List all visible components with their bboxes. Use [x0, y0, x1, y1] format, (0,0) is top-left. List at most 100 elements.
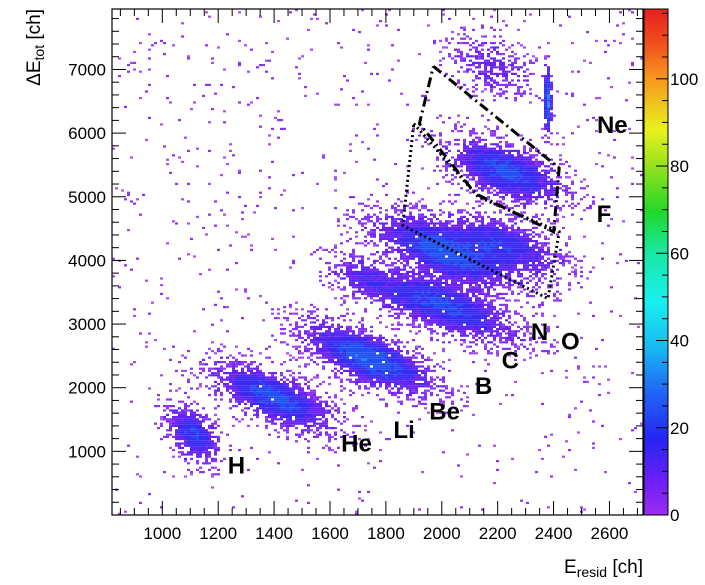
- heatmap-cell: [439, 262, 442, 265]
- heatmap-cell: [460, 251, 463, 254]
- heatmap-cell: [424, 237, 427, 240]
- heatmap-cell: [307, 356, 310, 359]
- heatmap-cell: [295, 383, 298, 386]
- heatmap-cell: [187, 222, 190, 225]
- heatmap-cell: [427, 259, 430, 262]
- heatmap-cell: [235, 369, 238, 372]
- heatmap-cell: [463, 273, 466, 276]
- heatmap-cell: [415, 369, 418, 372]
- heatmap-cell: [379, 233, 382, 236]
- heatmap-cell: [448, 17, 451, 20]
- heatmap-cell: [265, 385, 268, 388]
- heatmap-cell: [301, 394, 304, 397]
- heatmap-cell: [274, 376, 277, 379]
- heatmap-cell: [271, 77, 274, 80]
- heatmap-cell: [367, 231, 370, 234]
- heatmap-cell: [220, 380, 223, 383]
- heatmap-cell: [409, 385, 412, 388]
- heatmap-cell: [130, 200, 133, 203]
- heatmap-cell: [436, 312, 439, 315]
- heatmap-cell: [469, 64, 472, 67]
- heatmap-cell: [418, 213, 421, 216]
- heatmap-cell: [466, 169, 469, 172]
- heatmap-cell: [364, 339, 367, 342]
- heatmap-cell: [427, 229, 430, 232]
- heatmap-cell: [283, 396, 286, 399]
- heatmap-cell: [358, 270, 361, 273]
- heatmap-cell: [424, 242, 427, 245]
- heatmap-cell: [418, 200, 421, 203]
- heatmap-cell: [436, 332, 439, 335]
- heatmap-cell: [448, 55, 451, 58]
- heatmap-cell: [361, 446, 364, 449]
- heatmap-cell: [199, 466, 202, 469]
- heatmap-cell: [337, 369, 340, 372]
- heatmap-cell: [466, 55, 469, 58]
- heatmap-cell: [319, 400, 322, 403]
- heatmap-cell: [466, 145, 469, 148]
- heatmap-cell: [436, 182, 439, 185]
- heatmap-cell: [451, 275, 454, 278]
- heatmap-cell: [325, 330, 328, 333]
- heatmap-cell: [310, 303, 313, 306]
- heatmap-cell: [325, 427, 328, 430]
- heatmap-cell: [301, 171, 304, 174]
- heatmap-cell: [346, 347, 349, 350]
- heatmap-cell: [475, 185, 478, 188]
- heatmap-cell: [472, 222, 475, 225]
- heatmap-cell: [292, 174, 295, 177]
- heatmap-cell: [385, 235, 388, 238]
- heatmap-cell: [199, 438, 202, 441]
- heatmap-cell: [397, 218, 400, 221]
- heatmap-cell: [388, 365, 391, 368]
- heatmap-cell: [394, 378, 397, 381]
- heatmap-cell: [430, 264, 433, 267]
- heatmap-cell: [418, 264, 421, 267]
- heatmap-cell: [454, 143, 457, 146]
- heatmap-cell: [337, 363, 340, 366]
- heatmap-cell: [412, 361, 415, 364]
- heatmap-cell: [247, 233, 250, 236]
- heatmap-cell: [418, 277, 421, 280]
- heatmap-cell: [313, 334, 316, 337]
- heatmap-cell: [334, 374, 337, 377]
- heatmap-cell: [244, 411, 247, 414]
- heatmap-cell: [241, 394, 244, 397]
- heatmap-cell: [370, 281, 373, 284]
- heatmap-cell: [430, 253, 433, 256]
- heatmap-cell: [220, 365, 223, 368]
- heatmap-cell: [466, 233, 469, 236]
- heatmap-cell: [271, 402, 274, 405]
- heatmap-cell: [259, 64, 262, 67]
- heatmap-cell: [430, 317, 433, 320]
- heatmap-cell: [367, 266, 370, 269]
- heatmap-cell: [352, 354, 355, 357]
- heatmap-cell: [394, 334, 397, 337]
- heatmap-cell: [406, 303, 409, 306]
- heatmap-cell: [460, 310, 463, 313]
- heatmap-cell: [187, 380, 190, 383]
- heatmap-cell: [283, 409, 286, 412]
- heatmap-cell: [334, 330, 337, 333]
- heatmap-cell: [379, 290, 382, 293]
- heatmap-cell: [460, 224, 463, 227]
- heatmap-cell: [304, 411, 307, 414]
- heatmap-cell: [238, 61, 241, 64]
- heatmap-cell: [418, 383, 421, 386]
- heatmap-cell: [241, 354, 244, 357]
- heatmap-cell: [454, 255, 457, 258]
- heatmap-cell: [457, 301, 460, 304]
- heatmap-cell: [301, 405, 304, 408]
- heatmap-cell: [472, 319, 475, 322]
- heatmap-cell: [379, 449, 382, 452]
- heatmap-cell: [460, 163, 463, 166]
- heatmap-cell: [364, 284, 367, 287]
- heatmap-cell: [385, 213, 388, 216]
- heatmap-cell: [421, 167, 424, 170]
- heatmap-cell: [196, 165, 199, 168]
- heatmap-cell: [409, 369, 412, 372]
- heatmap-cell: [379, 383, 382, 386]
- heatmap-cell: [442, 380, 445, 383]
- heatmap-cell: [430, 213, 433, 216]
- heatmap-cell: [418, 376, 421, 379]
